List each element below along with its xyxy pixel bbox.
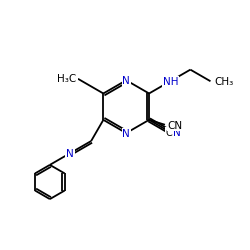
Text: N: N (66, 149, 74, 159)
Text: NH: NH (162, 77, 178, 87)
Text: N: N (122, 76, 130, 86)
Text: CH₃: CH₃ (214, 77, 234, 87)
Text: H₃C: H₃C (58, 74, 77, 84)
Text: CN: CN (168, 121, 182, 131)
Text: N: N (122, 129, 130, 139)
Text: N: N (173, 128, 180, 138)
Text: C: C (166, 128, 172, 138)
